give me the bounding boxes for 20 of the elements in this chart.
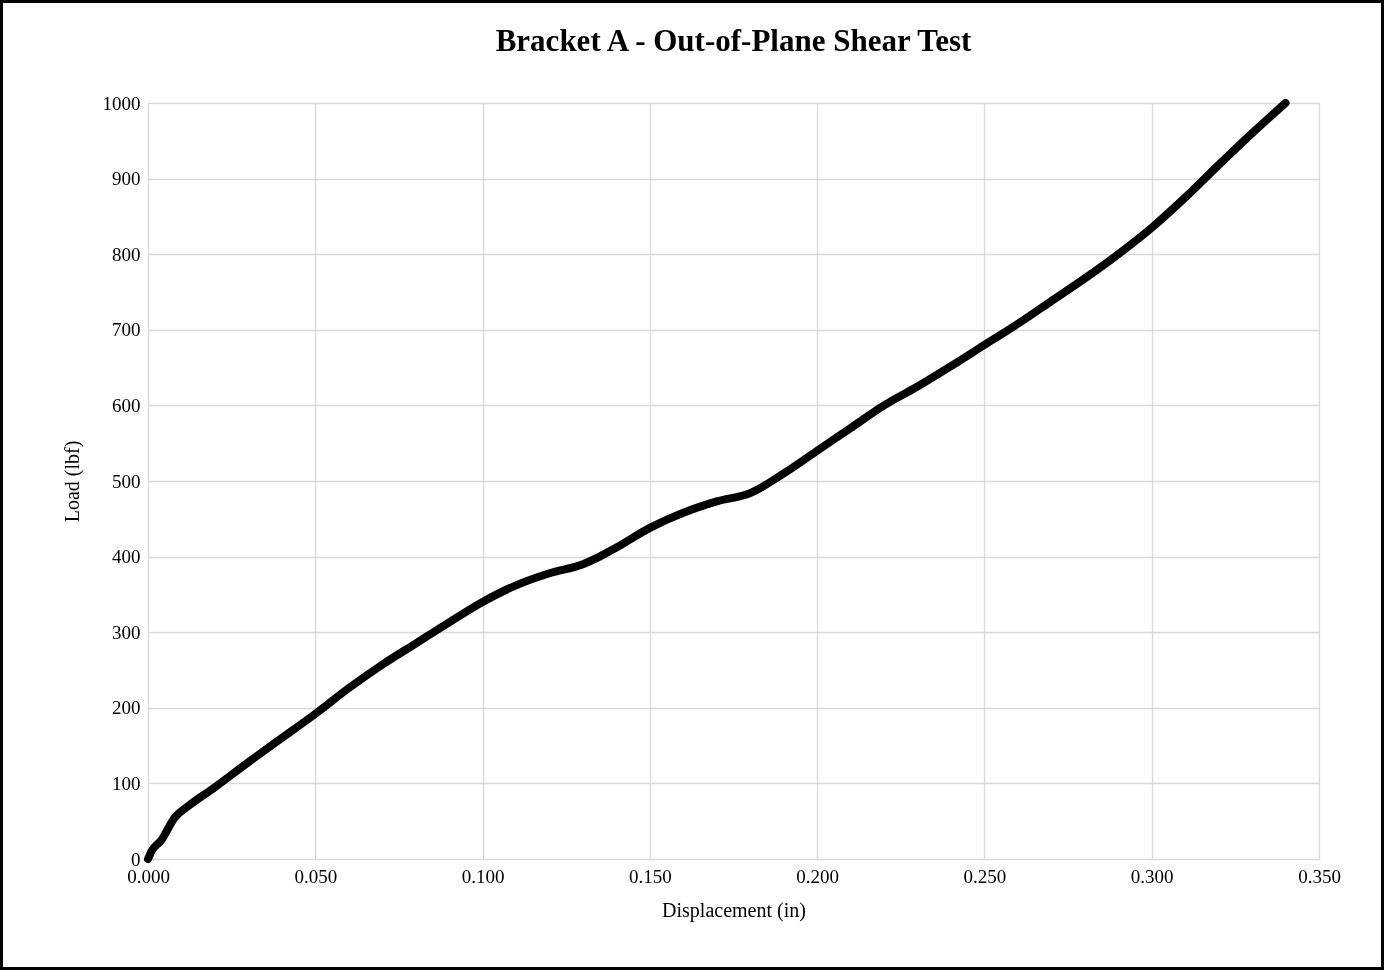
x-tick-label: 0.150	[628, 865, 672, 887]
x-tick-label: 0.200	[796, 865, 840, 887]
y-tick-label: 1000	[102, 92, 141, 114]
y-tick-label: 200	[112, 697, 141, 719]
x-tick-label: 0.250	[963, 865, 1007, 887]
y-tick-label: 800	[112, 243, 141, 265]
y-tick-label: 100	[112, 772, 141, 794]
y-tick-label: 700	[112, 319, 141, 341]
chart-title: Bracket A - Out-of-Plane Shear Test	[495, 23, 972, 58]
y-tick-label: 400	[112, 546, 141, 568]
y-tick-label: 300	[112, 621, 141, 643]
x-tick-label: 0.050	[294, 865, 338, 887]
y-tick-label: 900	[112, 168, 141, 190]
x-tick-label: 0.100	[461, 865, 505, 887]
y-tick-label: 500	[112, 470, 141, 492]
y-tick-label: 600	[112, 394, 141, 416]
x-tick-label: 0.350	[1298, 865, 1341, 887]
y-axis-title: Load (lbf)	[60, 440, 84, 523]
x-axis-title: Displacement (in)	[662, 898, 806, 922]
x-tick-label: 0.300	[1130, 865, 1174, 887]
